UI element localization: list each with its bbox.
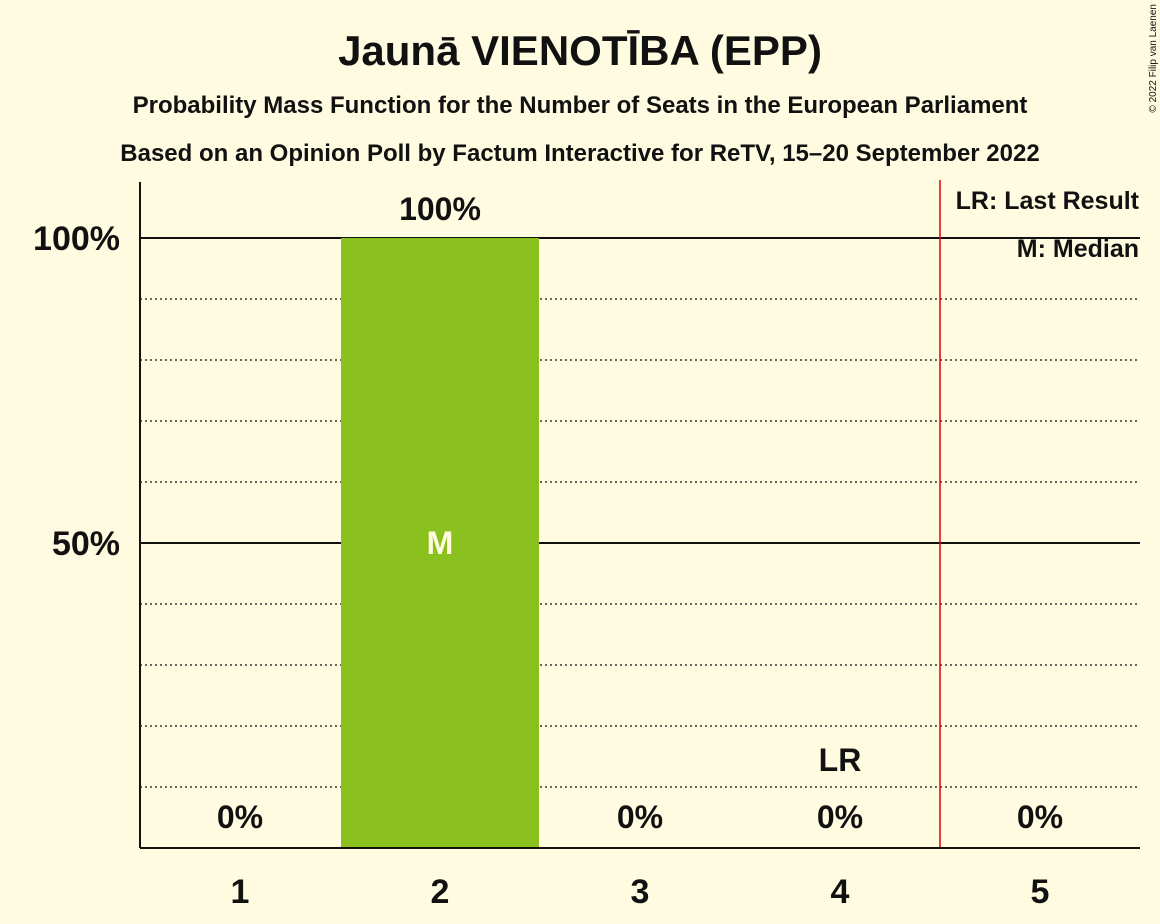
value-label: 100%	[399, 191, 481, 227]
x-tick-label: 5	[1031, 873, 1050, 911]
bars	[341, 238, 539, 848]
last-result-marker: LR	[819, 742, 862, 778]
legend-median: M: Median	[1017, 235, 1139, 263]
gridlines	[140, 237, 1140, 788]
axes	[139, 180, 1140, 849]
value-label: 0%	[217, 799, 263, 835]
y-tick-label: 50%	[52, 525, 120, 563]
legend-last-result: LR: Last Result	[956, 187, 1140, 215]
chart-subtitle-2: Based on an Opinion Poll by Factum Inter…	[120, 140, 1039, 167]
value-label: 0%	[1017, 799, 1063, 835]
x-tick-label: 3	[631, 873, 650, 911]
x-tick-label: 4	[831, 873, 850, 911]
chart-subtitle-1: Probability Mass Function for the Number…	[133, 92, 1028, 119]
labels: 50%100%1 2 3 4 50%100%0% 0% 0%MLR	[33, 191, 1063, 911]
value-label: 0%	[817, 799, 863, 835]
median-marker: M	[427, 525, 454, 561]
x-tick-label: 1	[231, 873, 250, 911]
value-label: 0%	[617, 799, 663, 835]
copyright-text: © 2022 Filip van Laenen	[1148, 4, 1159, 113]
x-tick-label: 2	[431, 873, 450, 911]
chart-title: Jaunā VIENOTĪBA (EPP)	[338, 27, 822, 74]
y-tick-label: 100%	[33, 220, 120, 258]
bar-2	[341, 238, 539, 848]
